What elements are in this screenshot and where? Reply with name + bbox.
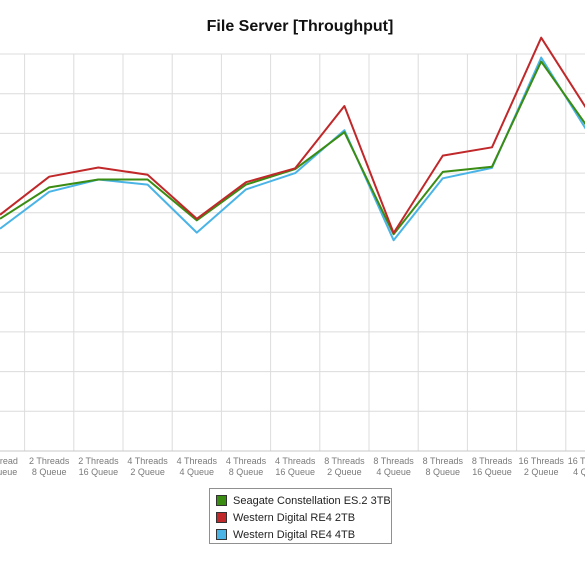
x-tick-label: 8 Threads bbox=[472, 456, 513, 466]
x-tick-label: 16 Threads bbox=[519, 456, 565, 466]
x-tick-label: 8 Queue bbox=[426, 467, 461, 477]
legend-swatch bbox=[216, 512, 227, 523]
x-tick-label: 8 Queue bbox=[229, 467, 264, 477]
x-tick-label: 1 Thread bbox=[0, 456, 18, 466]
x-tick-label: 4 Threads bbox=[275, 456, 316, 466]
series-line bbox=[0, 36, 585, 234]
x-tick-label: 8 Threads bbox=[373, 456, 414, 466]
series-line bbox=[0, 60, 585, 236]
x-tick-label: 4 Threads bbox=[226, 456, 267, 466]
legend-item[interactable]: Seagate Constellation ES.2 3TB bbox=[216, 492, 391, 509]
x-tick-label: 4 Threads bbox=[127, 456, 168, 466]
x-tick-label: 8 Queue bbox=[32, 467, 67, 477]
legend-item[interactable]: Western Digital RE4 4TB bbox=[216, 526, 385, 543]
x-tick-label: 2 Queue bbox=[327, 467, 362, 477]
legend-item[interactable]: Western Digital RE4 2TB bbox=[216, 509, 385, 526]
x-tick-label: 8 Threads bbox=[324, 456, 365, 466]
x-tick-label: 16 Queue bbox=[472, 467, 512, 477]
x-tick-label: 4 Queue bbox=[180, 467, 215, 477]
x-tick-label: 4 Threads bbox=[177, 456, 218, 466]
x-tick-label: 2 Threads bbox=[78, 456, 119, 466]
x-tick-label: 4 Queue bbox=[376, 467, 411, 477]
chart-legend: Seagate Constellation ES.2 3TB Western Di… bbox=[209, 488, 392, 544]
x-tick-label: 8 Threads bbox=[423, 456, 464, 466]
legend-label: Western Digital RE4 2TB bbox=[233, 511, 356, 524]
legend-swatch bbox=[216, 529, 227, 540]
x-tick-label: 4 Queue bbox=[573, 467, 585, 477]
grid-lines bbox=[0, 53, 585, 452]
chart-title: File Server [Throughput] bbox=[206, 18, 394, 35]
x-tick-label: 1 Queue bbox=[0, 467, 17, 477]
legend-swatch bbox=[216, 495, 227, 506]
x-tick-label: 16 Queue bbox=[79, 467, 119, 477]
x-tick-label: 16 Queue bbox=[275, 467, 315, 477]
legend-label: Seagate Constellation ES.2 3TB bbox=[233, 494, 391, 507]
x-tick-label: 2 Queue bbox=[130, 467, 165, 477]
x-tick-label: 2 Queue bbox=[524, 467, 559, 477]
x-tick-label: 2 Threads bbox=[29, 456, 70, 466]
legend-label: Western Digital RE4 4TB bbox=[233, 528, 356, 541]
x-tick-label: 16 Threads bbox=[568, 456, 585, 466]
